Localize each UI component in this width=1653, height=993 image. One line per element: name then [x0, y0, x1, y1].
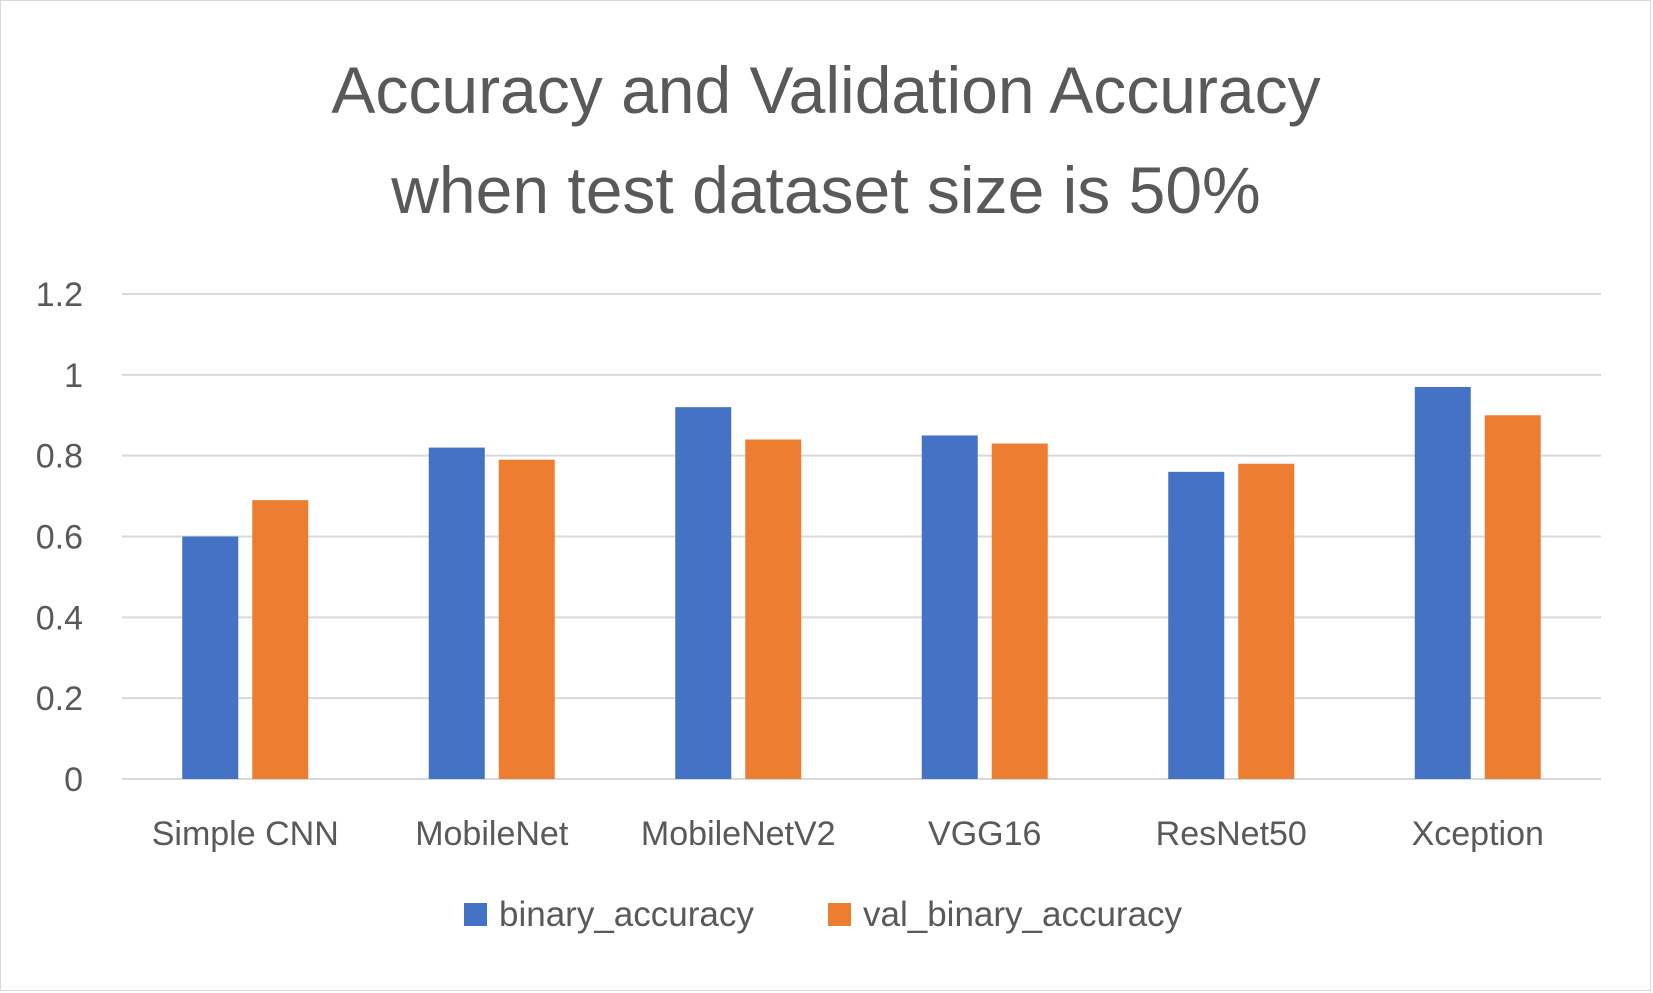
y-tick-label: 1.2: [36, 276, 83, 314]
x-axis-category-labels: Simple CNN MobileNet MobileNetV2 VGG16 ResNe…: [152, 815, 1544, 853]
x-tick-label: VGG16: [928, 815, 1041, 853]
bar-val_binary_accuracy-2: [745, 439, 802, 779]
bar-binary_accuracy-4: [1168, 471, 1225, 779]
legend-swatch-val_binary_accuracy: [828, 903, 851, 926]
x-tick-label: Simple CNN: [152, 815, 339, 853]
y-tick-label: 0.6: [36, 519, 83, 557]
y-axis-tick-labels: 0 0.2 0.4 0.6 0.8 1 1.2: [36, 276, 83, 799]
x-tick-label: ResNet50: [1156, 815, 1307, 853]
bar-val_binary_accuracy-1: [498, 459, 555, 779]
bar-val_binary_accuracy-3: [991, 443, 1048, 779]
bar-val_binary_accuracy-5: [1484, 415, 1541, 779]
y-tick-label: 0.4: [36, 599, 83, 637]
x-tick-label: MobileNetV2: [641, 815, 836, 853]
x-tick-label: MobileNet: [415, 815, 569, 853]
y-tick-label: 0.2: [36, 680, 83, 718]
legend-label-binary_accuracy: binary_accuracy: [499, 895, 754, 934]
bar-binary_accuracy-0: [182, 536, 239, 779]
legend: binary_accuracy val_binary_accuracy: [464, 895, 1183, 934]
y-tick-label: 1: [64, 357, 83, 395]
bar-binary_accuracy-2: [675, 407, 732, 779]
bar-binary_accuracy-5: [1414, 386, 1471, 779]
bars: [182, 386, 1541, 779]
legend-swatch-binary_accuracy: [464, 903, 487, 926]
bar-val_binary_accuracy-4: [1238, 463, 1295, 779]
legend-label-val_binary_accuracy: val_binary_accuracy: [863, 895, 1183, 934]
bar-binary_accuracy-1: [428, 447, 485, 779]
chart-title-line-1: Accuracy and Validation Accuracy: [331, 53, 1320, 127]
chart-title-line-2: when test dataset size is 50%: [390, 153, 1260, 227]
y-tick-label: 0.8: [36, 438, 83, 476]
x-tick-label: Xception: [1412, 815, 1544, 853]
chart-title: Accuracy and Validation Accuracy when te…: [331, 53, 1320, 227]
bar-val_binary_accuracy-0: [252, 500, 309, 779]
bar-binary_accuracy-3: [921, 435, 978, 779]
gridlines: [122, 293, 1601, 780]
y-tick-label: 0: [64, 761, 83, 799]
